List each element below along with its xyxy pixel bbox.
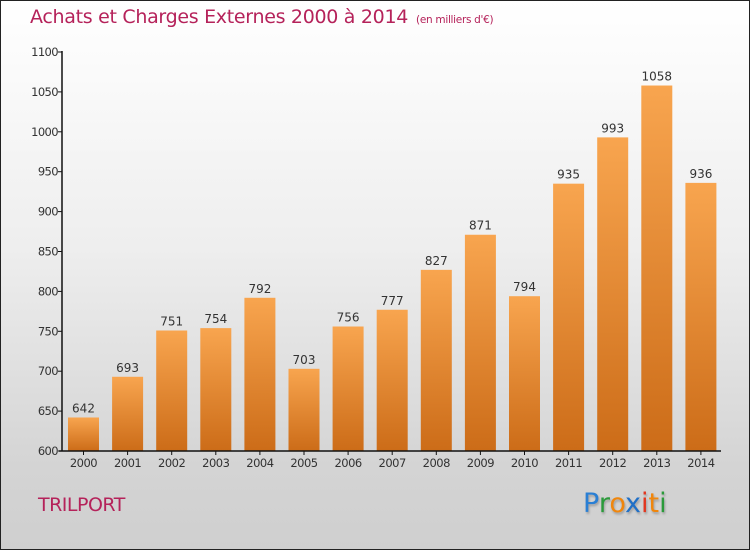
- bar-2009: [464, 234, 496, 451]
- x-tick-label-2003: 2003: [202, 456, 229, 470]
- x-tick-label-2004: 2004: [246, 456, 273, 470]
- bar-2006: [332, 326, 364, 451]
- logo-letter: o: [609, 488, 626, 519]
- x-tick-label-2013: 2013: [643, 456, 670, 470]
- data-label-2011: 935: [557, 168, 580, 182]
- proxiti-logo: Proxiti: [583, 488, 667, 519]
- data-label-2003: 754: [204, 312, 227, 326]
- bar-2014: [685, 182, 717, 451]
- data-label-2006: 756: [337, 311, 360, 325]
- logo-letter: P: [583, 488, 599, 519]
- y-tick-label-1100: 1100: [31, 45, 58, 59]
- x-tick-label-2009: 2009: [467, 456, 494, 470]
- bar-2000: [68, 417, 99, 451]
- y-tick-label-1000: 1000: [31, 125, 58, 139]
- bar-2010: [509, 296, 540, 451]
- data-label-2007: 777: [381, 294, 404, 308]
- chart-unit: (en milliers d'€): [416, 14, 494, 26]
- chart-title-text: Achats et Charges Externes 2000 à 2014: [30, 6, 409, 28]
- logo-letter: x: [625, 488, 642, 519]
- x-tick-label-2014: 2014: [687, 456, 714, 470]
- logo-letter: i: [641, 488, 649, 519]
- city-name: TRILPORT: [38, 494, 125, 516]
- x-tick-label-2001: 2001: [114, 456, 141, 470]
- x-tick-label-2012: 2012: [599, 456, 626, 470]
- y-tick-label-750: 750: [38, 324, 58, 338]
- logo-letter: i: [659, 488, 667, 519]
- bars-group: 642 693 751 754 792 703 756 777 827 871 794 935 993 1…: [68, 70, 717, 452]
- x-tick-label-2007: 2007: [379, 456, 406, 470]
- x-tick-label-2006: 2006: [334, 456, 361, 470]
- y-tick-label-850: 850: [38, 245, 58, 259]
- bar-2002: [156, 330, 188, 451]
- data-label-2013: 1058: [642, 70, 673, 84]
- bar-2012: [597, 137, 629, 452]
- y-tick-label-650: 650: [38, 404, 58, 418]
- x-tick-label-2008: 2008: [423, 456, 450, 470]
- data-label-2012: 993: [601, 121, 624, 135]
- bar-2001: [112, 376, 144, 451]
- bar-2008: [420, 269, 452, 451]
- data-label-2004: 792: [248, 282, 271, 296]
- x-tick-label-2002: 2002: [158, 456, 185, 470]
- data-label-2008: 827: [425, 254, 448, 268]
- logo-letter: r: [598, 488, 610, 519]
- bar-2005: [288, 368, 320, 451]
- y-tick-label-800: 800: [38, 284, 58, 298]
- bar-2003: [200, 328, 232, 451]
- data-label-2001: 693: [116, 361, 139, 375]
- x-tick-label-2005: 2005: [290, 456, 317, 470]
- y-tick-label-900: 900: [38, 205, 58, 219]
- data-label-2002: 751: [160, 315, 183, 329]
- data-label-2014: 936: [689, 167, 712, 181]
- axes-group: 2000 2001 2002 2003 2004 2005 2006 2007 2008 2009…: [31, 45, 721, 470]
- y-tick-label-1050: 1050: [31, 85, 58, 99]
- data-label-2009: 871: [469, 219, 492, 233]
- x-tick-label-2000: 2000: [70, 456, 97, 470]
- y-tick-label-950: 950: [38, 165, 58, 179]
- bar-2011: [553, 183, 585, 452]
- data-label-2000: 642: [72, 401, 95, 415]
- logo-letter: t: [648, 488, 660, 519]
- x-tick-label-2010: 2010: [511, 456, 538, 470]
- chart-title: Achats et Charges Externes 2000 à 2014 (e…: [30, 6, 494, 28]
- bar-2007: [376, 309, 408, 451]
- bar-2013: [641, 85, 673, 452]
- y-tick-label-700: 700: [38, 364, 58, 378]
- x-tick-label-2011: 2011: [555, 456, 582, 470]
- bar-2004: [244, 297, 276, 451]
- y-tick-label-600: 600: [38, 444, 58, 458]
- data-label-2005: 703: [293, 353, 316, 367]
- data-label-2010: 794: [513, 280, 536, 294]
